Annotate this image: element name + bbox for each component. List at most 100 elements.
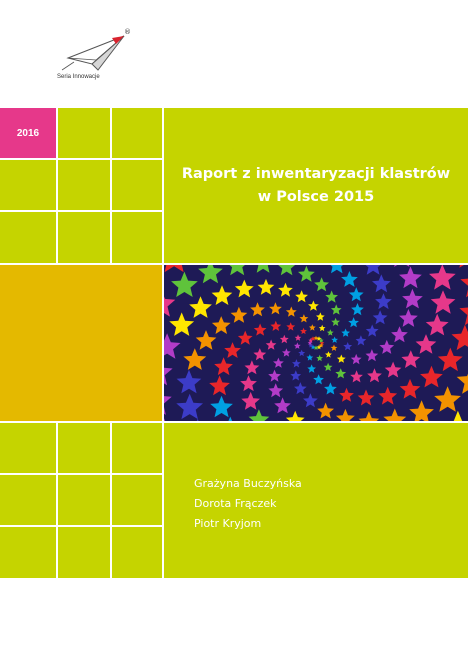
grid-cell xyxy=(112,475,162,525)
star-shape xyxy=(176,393,203,420)
star-shape xyxy=(230,306,248,323)
star-shape xyxy=(211,285,233,305)
star-shape xyxy=(294,342,301,349)
star-shape xyxy=(355,335,367,346)
star-shape xyxy=(326,329,334,336)
star-shape xyxy=(402,288,423,309)
star-shape xyxy=(308,338,314,343)
title-line-2: w Polsce 2015 xyxy=(257,189,375,205)
star-shape xyxy=(378,386,398,405)
star-shape xyxy=(273,357,284,368)
star-shape xyxy=(325,290,338,303)
star-shape xyxy=(253,323,267,336)
grid-cell xyxy=(0,212,56,263)
star-shape xyxy=(279,334,289,344)
star-shape xyxy=(244,360,260,375)
star-shape xyxy=(299,314,309,323)
star-shape xyxy=(250,302,265,317)
star-shape xyxy=(314,277,329,292)
star-shape xyxy=(358,411,380,421)
star-shape xyxy=(169,312,195,336)
star-shape xyxy=(268,383,284,398)
star-shape xyxy=(285,410,305,421)
star-shape xyxy=(375,293,392,310)
grid-cell xyxy=(0,475,56,525)
star-shape xyxy=(365,324,379,337)
star-shape xyxy=(307,364,316,373)
star-shape xyxy=(198,265,223,284)
star-shape xyxy=(429,265,456,290)
star-shape xyxy=(316,344,322,350)
grid-cell xyxy=(58,475,110,525)
star-shape xyxy=(308,343,314,348)
star-shape xyxy=(298,265,315,282)
star-shape xyxy=(339,387,354,402)
star-shape xyxy=(241,391,260,410)
star-shape xyxy=(164,333,181,359)
star-shape xyxy=(310,344,316,350)
star-shape xyxy=(214,357,233,376)
star-shape xyxy=(357,389,375,406)
series-label: Seria Innowacje xyxy=(57,74,100,80)
star-shape xyxy=(224,342,241,358)
star-shape xyxy=(425,313,449,336)
star-shape xyxy=(303,393,318,408)
star-shape xyxy=(316,312,325,321)
star-shape xyxy=(415,334,437,354)
star-shape xyxy=(341,271,358,287)
grid-cell xyxy=(58,160,110,210)
star-shape xyxy=(189,296,212,318)
star-shape xyxy=(348,287,364,302)
star-shape xyxy=(313,335,319,341)
authors-list: Grażyna Buczyńska Dorota Frączek Piotr K… xyxy=(194,474,302,534)
star-shape xyxy=(335,368,347,379)
star-shape xyxy=(383,408,407,421)
star-shape xyxy=(270,320,282,331)
star-shape xyxy=(341,328,350,337)
star-shape xyxy=(234,279,254,298)
year-label: 2016 xyxy=(16,127,40,139)
star-shape xyxy=(317,402,334,419)
star-shape xyxy=(456,373,468,394)
star-shape xyxy=(437,347,463,372)
star-shape xyxy=(367,368,382,383)
grid-cell xyxy=(58,108,110,158)
star-shape xyxy=(318,343,324,348)
grid-cell xyxy=(58,212,110,263)
star-shape xyxy=(372,310,388,325)
star-shape xyxy=(379,339,395,354)
grid-cell xyxy=(112,423,162,473)
star-shape xyxy=(330,304,342,315)
star-shape xyxy=(372,274,391,293)
star-shape xyxy=(430,290,456,314)
star-shape xyxy=(209,375,230,396)
star-shape xyxy=(460,278,468,298)
star-shape xyxy=(330,265,343,274)
star-shape xyxy=(331,336,338,343)
star-shape xyxy=(183,348,207,370)
paper-plane-logo: ® xyxy=(56,28,136,85)
star-shape xyxy=(171,271,198,297)
star-shape xyxy=(282,348,291,357)
star-shape xyxy=(210,395,233,418)
star-shape xyxy=(294,382,307,395)
star-shape xyxy=(399,378,421,399)
star-shape xyxy=(318,324,326,332)
star-shape xyxy=(336,408,355,421)
grid-cell xyxy=(0,160,56,210)
star-shape xyxy=(313,345,319,350)
star-shape xyxy=(164,367,173,386)
star-shape xyxy=(331,317,340,326)
star-shape xyxy=(286,322,296,331)
star-shape xyxy=(164,265,184,273)
star-shape xyxy=(269,302,282,315)
star-shape xyxy=(228,416,233,421)
star-shape xyxy=(196,418,199,421)
star-spiral-image xyxy=(164,265,468,421)
title-panel xyxy=(164,108,468,263)
star-shape xyxy=(195,330,217,350)
year-badge: 2016 xyxy=(0,108,56,158)
star-shape xyxy=(420,365,443,388)
star-shape xyxy=(295,290,308,303)
star-shape xyxy=(313,374,324,385)
